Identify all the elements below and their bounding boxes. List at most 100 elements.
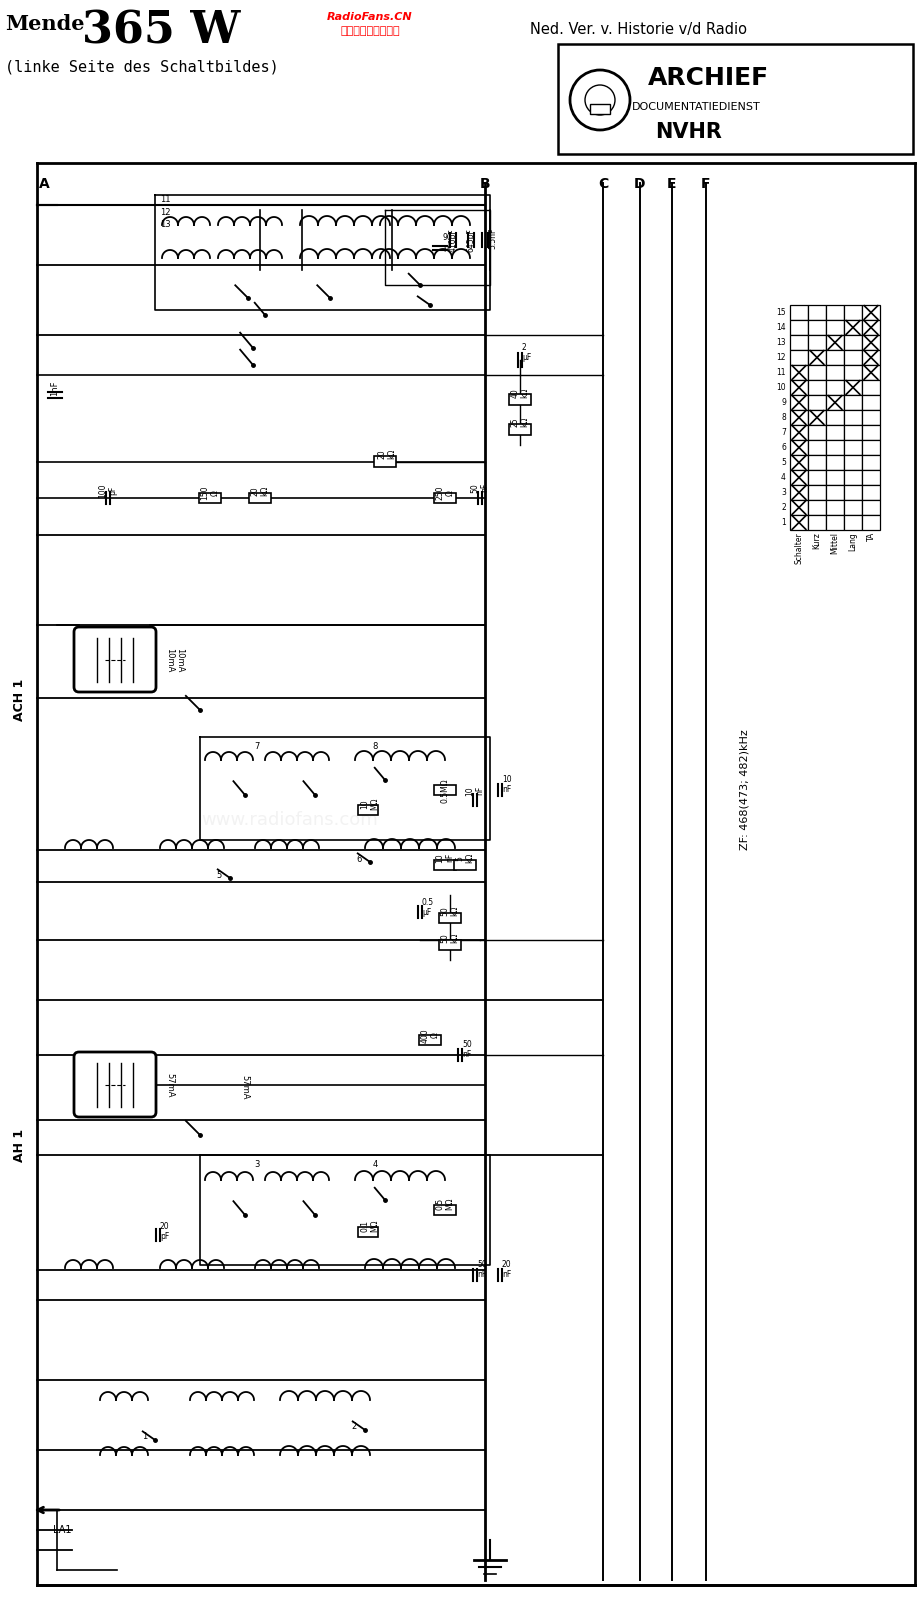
Bar [825,515,843,530]
Text: 8: 8 [372,742,378,752]
Text: 40
kΩ: 40 kΩ [510,389,529,399]
Text: 10: 10 [776,382,785,392]
Text: 7: 7 [254,742,259,752]
Text: (linke Seite des Schaltbildes): (linke Seite des Schaltbildes) [5,60,278,75]
Text: 150
Ω: 150 Ω [200,486,220,501]
Bar [843,381,861,395]
Text: 10
nF: 10 nF [435,854,454,862]
Text: 90
pF: 90 pF [443,233,452,253]
Bar [861,424,879,441]
Circle shape [570,70,630,130]
Bar [807,515,825,530]
Bar [789,321,807,335]
Text: www.radiofans.com: www.radiofans.com [201,812,378,829]
Bar [843,424,861,441]
Text: 2: 2 [780,502,785,512]
Bar [418,1035,440,1045]
Text: Ned. Ver. v. Historie v/d Radio: Ned. Ver. v. Historie v/d Radio [529,23,746,37]
Bar [825,395,843,410]
Text: 50
kΩ: 50 kΩ [440,906,460,917]
Text: 13: 13 [776,339,785,347]
Bar [789,381,807,395]
Text: 11: 11 [160,194,170,204]
Bar [861,321,879,335]
Text: F: F [700,177,710,191]
Bar [861,484,879,501]
Text: 4: 4 [372,1160,377,1170]
Bar [861,395,879,410]
Bar [434,860,456,870]
Text: RadioFans.CN: RadioFans.CN [327,11,413,23]
Text: 6: 6 [357,855,361,863]
Text: 1: 1 [780,518,785,526]
Text: 8: 8 [780,413,785,421]
Bar [825,441,843,455]
Bar [825,335,843,350]
Text: 250
Ω: 250 Ω [435,486,454,501]
Bar [825,455,843,470]
Text: D: D [633,177,645,191]
Text: 5: 5 [217,872,221,880]
Text: 13: 13 [160,220,170,228]
Text: 0.5
μF: 0.5 μF [422,897,434,917]
Text: 12: 12 [776,353,785,361]
Text: 5.5nF: 5.5nF [487,228,496,249]
Bar [825,364,843,381]
Bar [843,455,861,470]
Bar [789,441,807,455]
Text: ARCHIEF: ARCHIEF [647,66,768,91]
Text: DOCUMENTATIEDIENST: DOCUMENTATIEDIENST [631,102,760,112]
Bar [438,940,460,949]
Bar [807,350,825,364]
Text: ACH 1: ACH 1 [14,679,27,721]
Text: 400
Ω: 400 Ω [420,1029,439,1043]
Text: 50
nF: 50 nF [476,1260,486,1280]
Text: 57mA: 57mA [240,1074,249,1100]
Text: 5: 5 [780,458,785,467]
Bar [357,805,378,815]
Bar [807,305,825,321]
Bar [825,484,843,501]
Bar [825,470,843,484]
Text: 12: 12 [160,207,170,217]
Text: 3: 3 [254,1160,259,1170]
Text: Kurz: Kurz [811,531,821,549]
FancyBboxPatch shape [74,627,156,692]
Text: 9: 9 [780,399,785,407]
Text: 5
kΩ: 5 kΩ [455,854,474,863]
Bar [843,410,861,424]
Bar [807,381,825,395]
Bar [807,501,825,515]
Bar [861,441,879,455]
Bar [434,492,456,502]
Text: TA: TA [866,531,875,541]
Text: 50
kΩ: 50 kΩ [440,933,460,943]
Bar [789,470,807,484]
Text: E: E [666,177,676,191]
Text: 11: 11 [776,368,785,377]
Text: 1: 1 [142,1432,147,1442]
Text: 2
μF: 2 μF [521,343,530,363]
Bar [357,1226,378,1238]
Bar [789,410,807,424]
Text: 10mA: 10mA [165,648,174,672]
Bar [249,492,271,502]
Text: Schalter: Schalter [794,531,802,564]
Text: 收音机爱好者资料库: 收音机爱好者资料库 [340,26,400,36]
Text: 20
pF: 20 pF [160,1221,169,1241]
Bar [434,786,456,795]
Bar [861,501,879,515]
Bar [861,305,879,321]
Text: 10
nF: 10 nF [465,786,484,795]
Bar [374,455,395,467]
Text: NVHR: NVHR [654,122,721,143]
Text: 4: 4 [780,473,785,483]
Bar [843,305,861,321]
Circle shape [584,84,614,115]
Bar [438,914,460,923]
Bar [508,424,530,436]
Bar [825,424,843,441]
Bar [807,484,825,501]
Bar [807,441,825,455]
Bar [807,364,825,381]
